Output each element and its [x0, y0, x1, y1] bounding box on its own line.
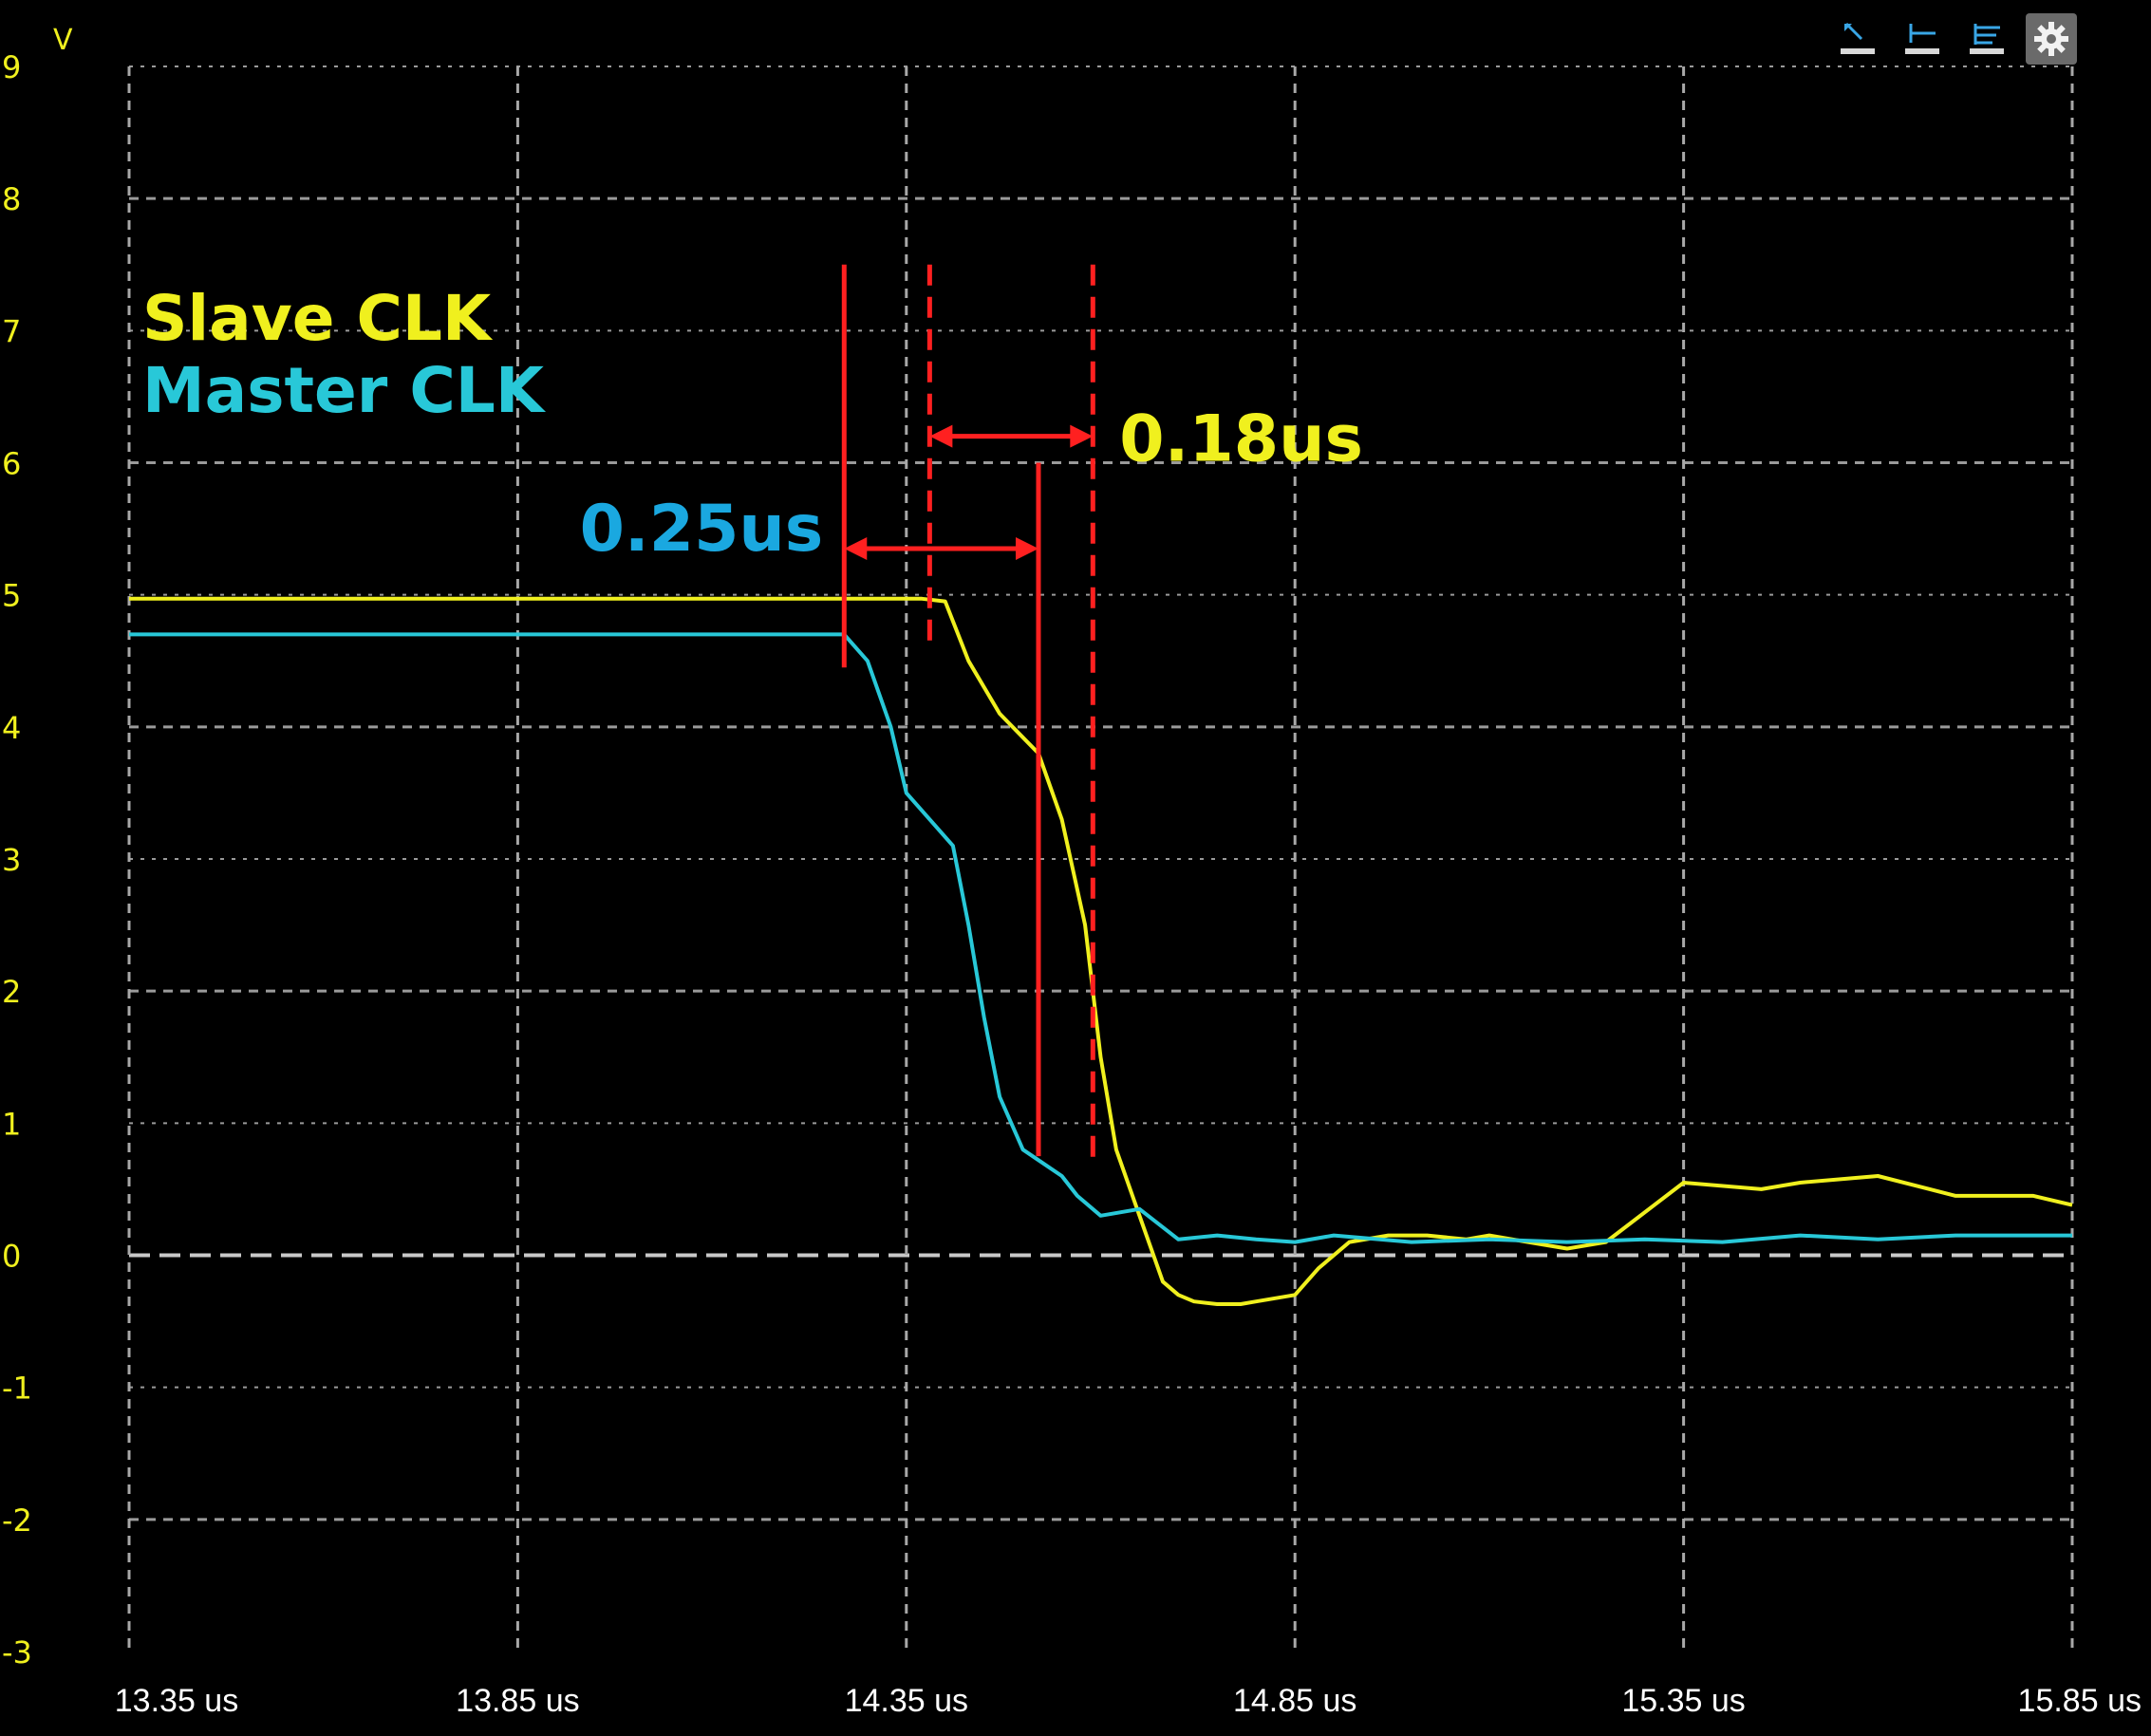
y-tick-label: -1	[2, 1371, 32, 1407]
y-tick-label: 3	[2, 842, 21, 878]
y-tick-label: 0	[2, 1239, 21, 1275]
arrow-018-head-right	[1070, 424, 1094, 448]
legend-entry-master-clk: Master CLK	[142, 354, 547, 427]
y-tick-label: 2	[2, 974, 21, 1010]
y-tick-label: -3	[2, 1634, 32, 1671]
gear-icon[interactable]	[2026, 13, 2077, 65]
y-tick-label: 6	[2, 446, 21, 482]
annotations: 0.25us 0.18us	[580, 264, 1363, 1164]
y-tick-label: 8	[2, 181, 21, 217]
axis-ticks: 9 8 7 6 5 4 3 2 1 0 -1 -2 -3 V 13.35 us 13.85 us 14.35 u…	[2, 24, 2142, 1719]
y-tick-label: 7	[2, 313, 21, 349]
arrow-025-head-left	[844, 536, 868, 560]
y-tick-label: 9	[2, 49, 21, 85]
x-tick-label: 14.35 us	[845, 1683, 968, 1719]
cursor-measure-icon[interactable]	[1832, 13, 1883, 65]
series-line-slave-clk	[129, 596, 2073, 1306]
x-tick-label: 15.35 us	[1621, 1683, 1745, 1719]
y-tick-label: 4	[2, 710, 21, 746]
annotation-label-018us: 0.18us	[1119, 402, 1363, 477]
arrow-018-head-left	[929, 424, 953, 448]
series-lines	[129, 596, 2073, 1306]
multi-measure-icon[interactable]	[1961, 13, 2012, 65]
grid	[127, 65, 2074, 1652]
y-tick-label: -2	[2, 1503, 32, 1539]
legend-entry-slave-clk: Slave CLK	[142, 282, 494, 355]
y-axis-label: V	[53, 24, 73, 57]
x-tick-label: 13.85 us	[456, 1683, 579, 1719]
y-tick-label: 1	[2, 1106, 21, 1142]
arrow-025-head-right	[1015, 536, 1038, 560]
y-tick-label: 5	[2, 578, 21, 614]
series-line-master-clk	[129, 632, 2072, 1244]
toolbar	[1832, 6, 2077, 72]
x-tick-label: 15.85 us	[2018, 1683, 2142, 1719]
x-tick-label: 14.85 us	[1233, 1683, 1356, 1719]
x-tick-label: 13.35 us	[115, 1683, 238, 1719]
horizontal-measure-icon[interactable]	[1897, 13, 1948, 65]
annotation-label-025us: 0.25us	[580, 492, 824, 567]
